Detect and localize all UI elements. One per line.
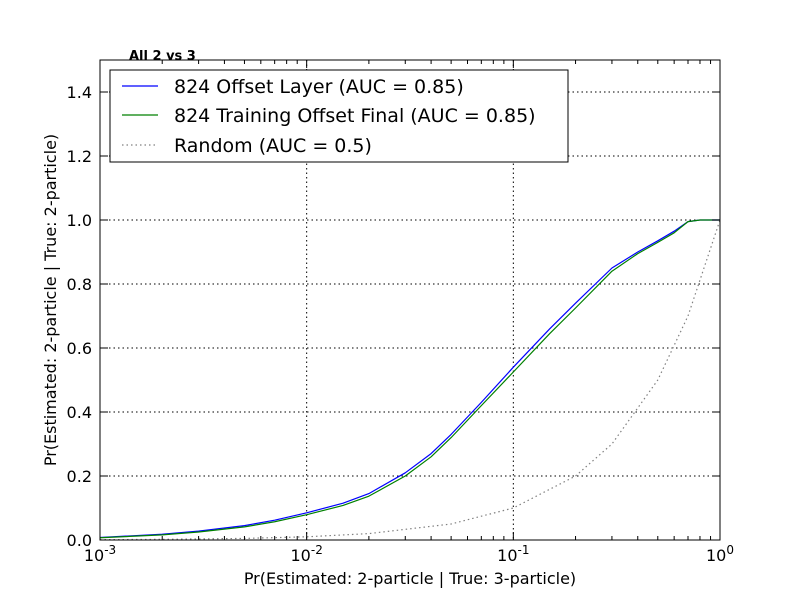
legend-box (109, 69, 569, 163)
y-tick-label: 0.2 (67, 467, 92, 486)
x-tick-label: 10-2 (291, 543, 323, 565)
y-tick-label: 0.0 (67, 531, 92, 550)
series-line-offset-layer (99, 219, 720, 539)
y-tick-label: 1.2 (67, 147, 92, 166)
x-tick-label: 100 (706, 543, 734, 565)
plot-frame (99, 59, 721, 541)
axis-ticks: 10-3 10-2 10-1 100 0.0 0.2 0.4 0.6 0.8 1.0 1.2 1.4 (67, 60, 734, 565)
y-tick-label: 0.4 (67, 403, 92, 422)
series-layer (99, 219, 721, 541)
y-axis-label: Pr(Estimated: 2-particle | True: 2-parti… (41, 134, 60, 466)
y-tick-label: 0.8 (67, 275, 92, 294)
y-tick-label: 0.6 (67, 339, 92, 358)
chart-title: All 2 vs 3 (129, 49, 196, 64)
x-tick-label: 10-3 (84, 543, 116, 565)
series-line-training-offset-final (99, 219, 720, 539)
legend-label-offset-layer: 824 Offset Layer (AUC = 0.85) (174, 76, 464, 98)
legend: 824 Offset Layer (AUC = 0.85) 824 Traini… (109, 69, 569, 163)
x-axis-label: Pr(Estimated: 2-particle | True: 3-parti… (244, 569, 576, 588)
legend-label-random: Random (AUC = 0.5) (174, 135, 372, 157)
series-line-random (99, 219, 721, 541)
y-tick-label: 1.0 (67, 211, 92, 230)
x-tick-label: 10-1 (497, 543, 529, 565)
y-tick-label: 1.4 (67, 83, 92, 102)
legend-label-training-offset: 824 Training Offset Final (AUC = 0.85) (174, 105, 536, 127)
